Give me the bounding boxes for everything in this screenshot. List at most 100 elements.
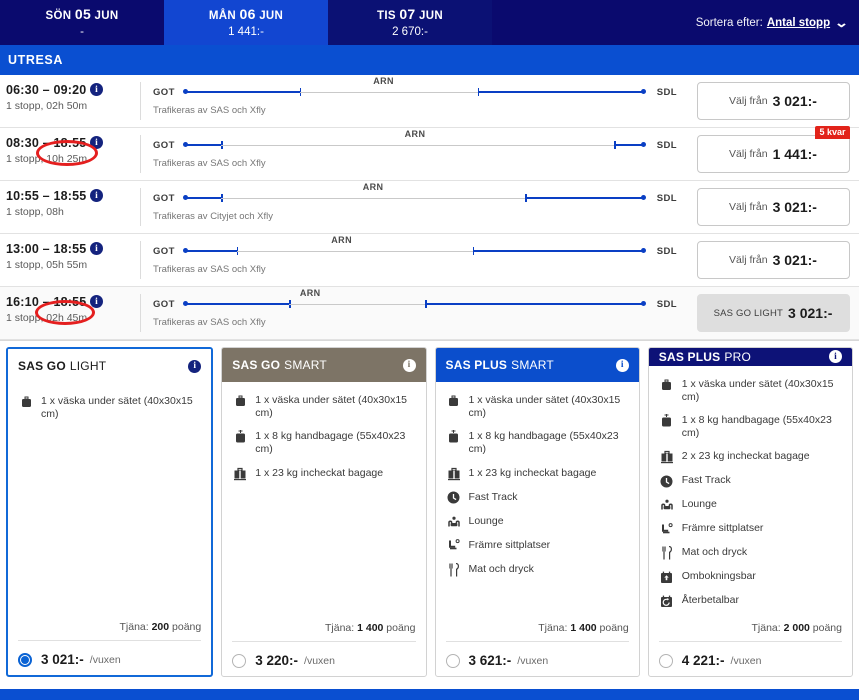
flight-route-column: GOT ARN SDL Trafikeras av SAS och Xfly: [141, 75, 687, 127]
via-code: ARN: [373, 76, 394, 86]
flight-price-column: SAS GO LIGHT 3 021:-: [687, 287, 859, 339]
fare-card[interactable]: SAS GO LIGHT i 1 x väska under sätet (40x30…: [6, 347, 214, 677]
date-tab-label: MÅN 06 JUN: [208, 6, 284, 23]
fare-feature-label: 1 x 8 kg handbagage (55x40x23 cm): [468, 430, 619, 456]
sort-control[interactable]: Sortera efter: Antal stopp ⌄: [696, 0, 859, 45]
fare-select-row[interactable]: 4 221:- /vuxen: [658, 642, 842, 668]
fare-tier: SMART: [511, 358, 554, 372]
flight-time-column: 06:30 – 09:20 1 stopp, 02h 50m i: [0, 75, 140, 127]
destination-dot: [641, 142, 646, 147]
fare-feature-label: Mat och dryck: [468, 562, 534, 575]
fare-price-unit: /vuxen: [304, 654, 335, 667]
destination-dot: [641, 301, 646, 306]
flight-segment-1: [186, 91, 300, 93]
date-tab-prev[interactable]: SÖN 05 JUN -: [0, 0, 164, 45]
carry-on-bag-icon: [446, 430, 462, 444]
fare-card[interactable]: SAS PLUS PRO i 1 x väska under sätet (40x30…: [647, 347, 853, 677]
fare-card-footer: Tjäna: 2 000 poäng 4 221:- /vuxen: [649, 622, 852, 676]
flight-times: 08:30 – 18:55: [6, 136, 87, 150]
fare-feature: 1 x väska under sätet (40x30x15 cm): [232, 394, 415, 420]
date-selector-bar: SÖN 05 JUN - MÅN 06 JUN 1 441:- TIS 07 J…: [0, 0, 859, 45]
fare-price: 3 220:-: [255, 653, 299, 668]
flight-row[interactable]: 16:10 – 18:55 1 stopp, 02h 45m i GOT ARN SDL T…: [0, 287, 859, 340]
info-icon[interactable]: i: [402, 358, 416, 372]
fare-feature-label: Mat och dryck: [681, 546, 748, 558]
fare-select-row[interactable]: 3 220:- /vuxen: [232, 642, 415, 668]
select-flight-button[interactable]: Välj från 1 441:- 5 kvar: [696, 126, 850, 173]
column-divider: [140, 82, 141, 120]
fare-feature: Lounge: [659, 498, 842, 512]
info-icon[interactable]: i: [90, 295, 103, 308]
fare-feature: Främre sittplatser: [659, 522, 842, 536]
fare-select-row[interactable]: 3 621:- /vuxen: [445, 642, 629, 668]
carry-on-bag-icon: [659, 413, 675, 428]
fare-card[interactable]: SAS GO SMART i 1 x väska under sätet (40x30…: [221, 347, 427, 677]
fare-radio[interactable]: [232, 653, 247, 668]
fare-feature-label: Återbetalbar: [681, 594, 739, 606]
flight-results-list: 06:30 – 09:20 1 stopp, 02h 50m i GOT ARN SDL T…: [0, 75, 859, 341]
flight-route-column: GOT ARN SDL Trafikeras av SAS och Xfly: [141, 287, 687, 339]
fare-price-unit: /vuxen: [730, 654, 762, 667]
layover-line: [221, 144, 615, 146]
column-divider: [140, 188, 141, 226]
section-title: UTRESA: [8, 53, 63, 67]
fare-select-row[interactable]: 3 021:- /vuxen: [18, 641, 201, 667]
select-flight-button[interactable]: Välj från 3 021:-: [696, 82, 850, 120]
info-icon[interactable]: i: [90, 189, 103, 202]
origin-code: GOT: [153, 193, 175, 204]
origin-code: GOT: [153, 87, 175, 98]
fare-feature-label: 1 x 23 kg incheckat bagage: [468, 466, 597, 479]
sort-value[interactable]: Antal stopp: [766, 16, 831, 29]
date-tab-selected[interactable]: MÅN 06 JUN 1 441:-: [164, 0, 328, 45]
front-seat-icon: [446, 539, 462, 553]
fare-feature-label: Fast Track: [468, 490, 518, 503]
under-seat-bag-icon: [446, 394, 462, 408]
chevron-down-icon[interactable]: ⌄: [834, 14, 849, 30]
flight-time-column: 16:10 – 18:55 1 stopp, 02h 45m i: [0, 287, 140, 339]
select-flight-button[interactable]: Välj från 3 021:-: [696, 241, 850, 279]
info-icon[interactable]: i: [829, 350, 842, 364]
lounge-icon: [446, 515, 462, 529]
flight-row[interactable]: 06:30 – 09:20 1 stopp, 02h 50m i GOT ARN SDL T…: [0, 75, 859, 128]
fare-card[interactable]: SAS PLUS SMART i 1 x väska under sätet (40x…: [434, 347, 640, 677]
column-divider: [140, 135, 141, 173]
fare-feature-label: 1 x 8 kg handbagage (55x40x23 cm): [681, 413, 832, 439]
flight-duration: 1 stopp, 02h 45m: [6, 312, 88, 324]
divider: [18, 640, 202, 641]
fare-radio[interactable]: [445, 653, 460, 668]
info-icon[interactable]: i: [615, 358, 629, 372]
layover-line: [299, 91, 478, 93]
destination-code: SDL: [656, 193, 677, 204]
flight-price-column: Välj från 3 021:-: [687, 75, 859, 127]
flight-row[interactable]: 13:00 – 18:55 1 stopp, 05h 55m i GOT ARN SDL T…: [0, 234, 859, 287]
flight-price-column: Välj från 3 021:-: [687, 181, 859, 233]
price-button-prefix: Välj från: [729, 148, 768, 160]
divider: [445, 641, 629, 642]
info-icon[interactable]: i: [90, 83, 103, 96]
date-tab-label: TIS 07 JUN: [377, 6, 443, 23]
date-tab-next[interactable]: TIS 07 JUN 2 670:-: [328, 0, 492, 45]
info-icon[interactable]: i: [90, 136, 103, 149]
via-code: ARN: [331, 235, 352, 245]
origin-code: GOT: [153, 140, 175, 151]
earn-points: Tjäna: 200 poäng: [119, 621, 202, 633]
flight-time-column: 10:55 – 18:55 1 stopp, 08h i: [0, 181, 140, 233]
info-icon[interactable]: i: [90, 242, 103, 255]
fare-feature: Fast Track: [446, 491, 629, 505]
fare-feature-label: Lounge: [681, 498, 717, 510]
fare-price: 3 621:-: [468, 653, 512, 668]
select-flight-button[interactable]: Välj från 3 021:-: [696, 188, 850, 226]
fare-feature-label: Främre sittplatser: [468, 538, 551, 551]
fare-brand: SAS GO: [18, 359, 66, 373]
fare-radio[interactable]: [658, 653, 673, 668]
fare-tier: SMART: [284, 358, 327, 372]
flight-segment-1: [186, 197, 222, 199]
flight-times: 13:00 – 18:55: [6, 242, 87, 256]
info-icon[interactable]: i: [188, 359, 202, 373]
checked-bag-icon: [446, 467, 462, 481]
fare-feature: 1 x väska under sätet (40x30x15 cm): [18, 395, 201, 421]
flight-row[interactable]: 08:30 – 18:55 1 stopp, 10h 25m i GOT ARN SDL T…: [0, 126, 859, 181]
fare-feature-list: 1 x väska under sätet (40x30x15 cm) 1 x 8…: [649, 366, 852, 623]
fare-radio[interactable]: [18, 652, 32, 667]
flight-row[interactable]: 10:55 – 18:55 1 stopp, 08h i GOT ARN SDL Trafi…: [0, 181, 859, 234]
